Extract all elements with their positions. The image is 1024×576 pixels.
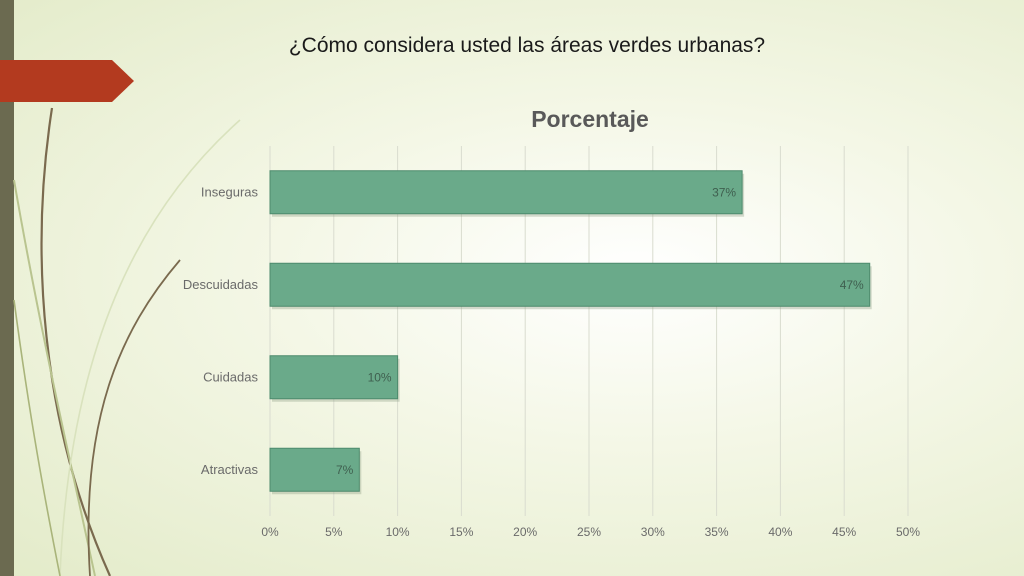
x-tick-label: 35%: [705, 525, 729, 539]
decorative-swoosh: [13, 107, 241, 576]
category-label: Inseguras: [201, 184, 259, 199]
x-tick-label: 5%: [325, 525, 343, 539]
x-tick-label: 50%: [896, 525, 920, 539]
chart-title: Porcentaje: [531, 106, 649, 132]
x-tick-label: 20%: [513, 525, 537, 539]
bar: [269, 170, 743, 215]
data-label: 7%: [336, 463, 354, 477]
data-label: 47%: [840, 278, 864, 292]
x-tick-label: 40%: [768, 525, 792, 539]
x-tick-label: 30%: [641, 525, 665, 539]
category-label: Descuidadas: [183, 277, 259, 292]
data-label: 37%: [712, 185, 736, 199]
bar: [269, 447, 360, 492]
x-tick-label: 45%: [832, 525, 856, 539]
accent-arrow-tab: [0, 60, 134, 102]
x-tick-label: 0%: [261, 525, 279, 539]
data-label: 10%: [368, 370, 392, 384]
left-accent-bar: [0, 0, 14, 576]
bar: [269, 262, 871, 307]
x-tick-label: 15%: [449, 525, 473, 539]
category-label: Atractivas: [201, 462, 259, 477]
bar: [269, 355, 399, 400]
slide-title: ¿Cómo considera usted las áreas verdes u…: [288, 34, 766, 57]
category-label: Cuidadas: [203, 369, 258, 384]
x-tick-label: 25%: [577, 525, 601, 539]
x-tick-label: 10%: [386, 525, 410, 539]
